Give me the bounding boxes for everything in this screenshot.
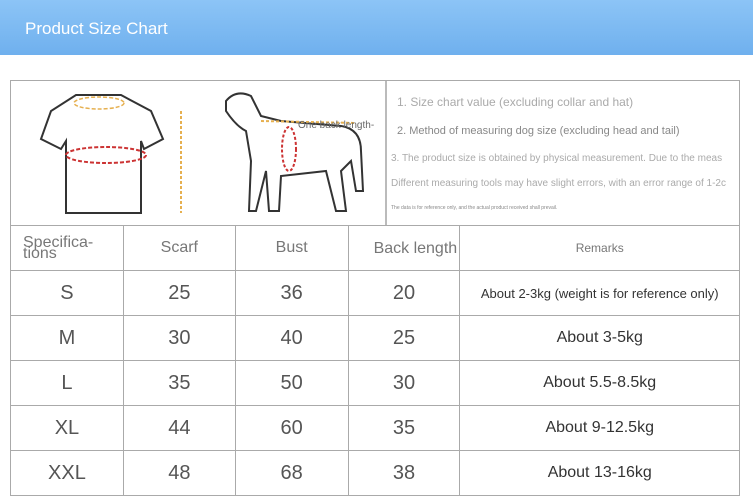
- note-1: 1. Size chart value (excluding collar an…: [397, 95, 634, 109]
- scarf-cell: 44: [122, 405, 236, 451]
- note-5: The data is for reference only, and the …: [391, 205, 558, 211]
- size-table: Specifica-tions Scarf Bust Back length R…: [10, 225, 740, 496]
- table-header-row: Specifica-tions Scarf Bust Back length R…: [10, 225, 740, 271]
- remarks-cell: About 3-5kg: [459, 315, 740, 361]
- remarks-cell: About 9-12.5kg: [459, 405, 740, 451]
- shirt-and-dog-illustration: One back length-: [39, 92, 374, 214]
- bust-cell: 68: [234, 450, 349, 496]
- back-length-cell: 20: [347, 270, 461, 316]
- page-title: Product Size Chart: [25, 19, 168, 38]
- header-bust: Bust: [234, 225, 349, 271]
- size-cell: L: [10, 360, 124, 406]
- back-length-cell: 35: [347, 405, 461, 451]
- note-4: Different measuring tools may have sligh…: [391, 178, 726, 189]
- table-row: XL 44 60 35 About 9-12.5kg: [10, 405, 740, 451]
- size-cell: XL: [10, 405, 124, 451]
- back-length-cell: 38: [347, 450, 461, 496]
- note-3: 3. The product size is obtained by physi…: [391, 153, 723, 164]
- illustration: One back length-: [11, 81, 387, 225]
- scarf-cell: 30: [122, 315, 236, 361]
- scarf-cell: 35: [122, 360, 236, 406]
- shirt-icon: [39, 94, 182, 214]
- bust-cell: 36: [234, 270, 349, 316]
- remarks-cell: About 13-16kg: [459, 450, 740, 496]
- back-length-cell: 30: [347, 360, 461, 406]
- remarks-cell: About 5.5-8.5kg: [459, 360, 740, 406]
- dog-icon: [225, 92, 365, 212]
- table-row: S 25 36 20 About 2-3kg (weight is for refere…: [10, 270, 740, 316]
- header-remarks: Remarks: [459, 225, 740, 271]
- measurement-guide: One back length- 1. Size chart value (ex…: [10, 80, 740, 226]
- bust-cell: 40: [234, 315, 349, 361]
- size-cell: XXL: [10, 450, 124, 496]
- bust-cell: 60: [234, 405, 349, 451]
- scarf-cell: 25: [122, 270, 236, 316]
- header-back-length: Back length: [347, 225, 461, 271]
- table-row: XXL 48 68 38 About 13-16kg: [10, 450, 740, 496]
- table-row: M 30 40 25 About 3-5kg: [10, 315, 740, 361]
- table-row: L 35 50 30 About 5.5-8.5kg: [10, 360, 740, 406]
- note-2: 2. Method of measuring dog size (excludi…: [397, 125, 680, 137]
- header-specifications: Specifica-tions: [10, 225, 124, 271]
- title-banner: Product Size Chart: [0, 0, 753, 55]
- scarf-cell: 48: [122, 450, 236, 496]
- header-scarf: Scarf: [122, 225, 236, 271]
- back-length-cell: 25: [347, 315, 461, 361]
- size-cell: S: [10, 270, 124, 316]
- size-cell: M: [10, 315, 124, 361]
- remarks-cell: About 2-3kg (weight is for reference onl…: [459, 270, 740, 316]
- notes-panel: 1. Size chart value (excluding collar an…: [389, 81, 739, 225]
- dog-back-length-label: One back length-: [298, 120, 374, 131]
- bust-cell: 50: [234, 360, 349, 406]
